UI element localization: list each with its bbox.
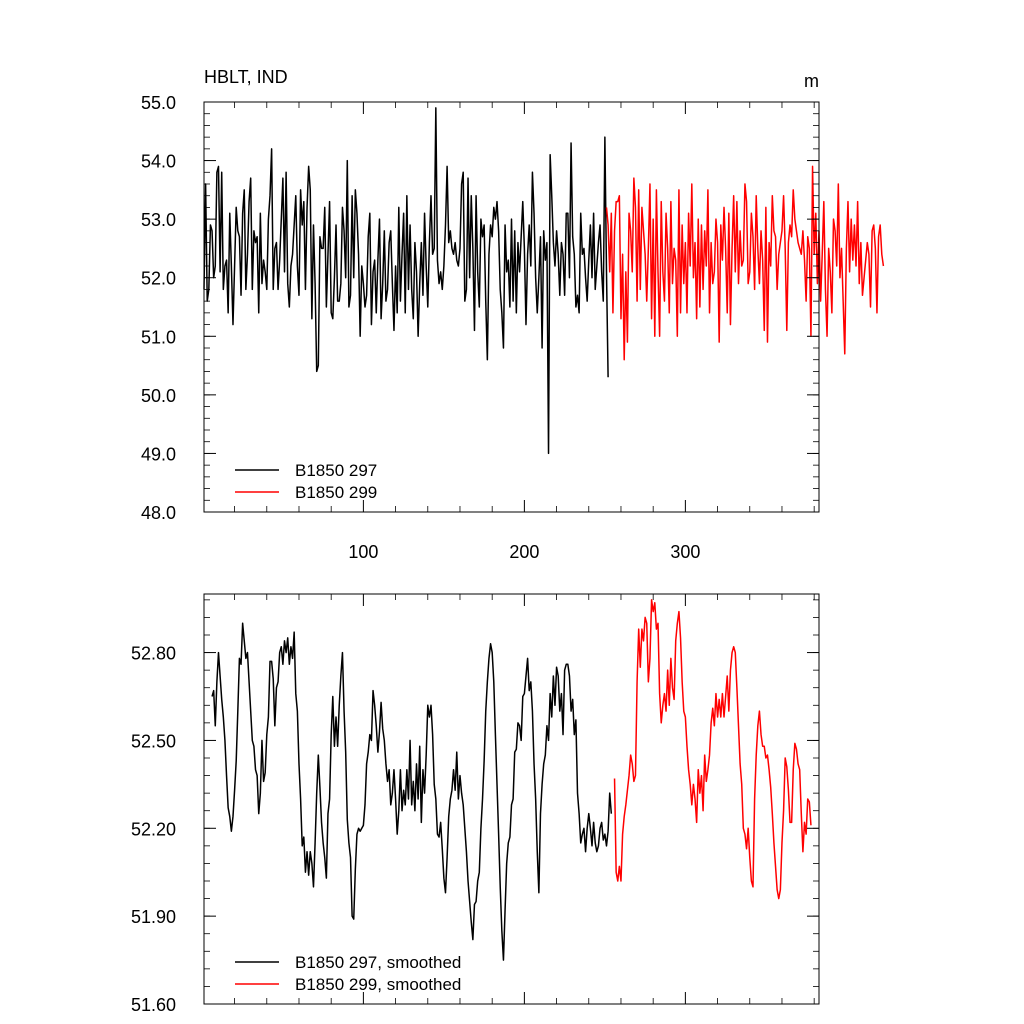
y-tick-label-top: 48.0 xyxy=(141,503,176,523)
series-line-bottom-2 xyxy=(613,599,812,900)
series-group-top xyxy=(203,107,885,455)
plot-frame-bottom xyxy=(203,593,820,1005)
legend-label-b1850-297-smoothed: B1850 297, smoothed xyxy=(295,953,461,972)
x-tick-label-top: 100 xyxy=(348,542,378,562)
plot-area-top: 48.0 49.0 50.0 51.0 52.0 53.0 54.0 55.0 100 200 30… xyxy=(141,93,885,562)
series-line-top-1 xyxy=(203,107,609,455)
x-tick-label-top: 200 xyxy=(509,542,539,562)
x-tick-label-top: 300 xyxy=(670,542,700,562)
tick-group-top: 48.0 49.0 50.0 51.0 52.0 53.0 54.0 55.0 100 200 30… xyxy=(141,93,819,562)
y-tick-label-bottom: 51.90 xyxy=(131,907,176,927)
y-tick-label-top: 53.0 xyxy=(141,210,176,230)
plot-frame-top xyxy=(203,101,820,513)
series-line-top-2 xyxy=(605,165,885,361)
y-tick-label-top: 54.0 xyxy=(141,152,176,172)
y-tick-label-top: 51.0 xyxy=(141,327,176,347)
y-tick-label-top: 49.0 xyxy=(141,444,176,464)
y-tick-label-bottom: 52.50 xyxy=(131,731,176,751)
legend-label-b1850-299-smoothed: B1850 299, smoothed xyxy=(295,975,461,994)
units-label: m xyxy=(804,71,819,91)
legend-label-b1850-299: B1850 299 xyxy=(295,483,377,502)
plot-area-bottom: 51.60 51.90 52.20 52.50 52.80 xyxy=(131,593,820,1015)
y-tick-label-bottom: 51.60 xyxy=(131,995,176,1015)
series-group-bottom xyxy=(211,599,812,961)
y-tick-label-bottom: 52.20 xyxy=(131,819,176,839)
chart-title: HBLT, IND xyxy=(204,67,288,87)
legend-label-b1850-297: B1850 297 xyxy=(295,461,377,480)
y-tick-label-top: 55.0 xyxy=(141,93,176,113)
y-tick-label-bottom: 52.80 xyxy=(131,644,176,664)
y-tick-label-top: 52.0 xyxy=(141,269,176,289)
legend-bottom: B1850 297, smoothed B1850 299, smoothed xyxy=(235,953,461,994)
y-tick-label-top: 50.0 xyxy=(141,386,176,406)
tick-group-bottom: 51.60 51.90 52.20 52.50 52.80 xyxy=(131,594,819,1015)
series-line-bottom-1 xyxy=(211,622,613,961)
panel-hblt-smoothed: 51.60 51.90 52.20 52.50 52.80 B1850 297, smo… xyxy=(131,593,820,1015)
panel-hblt-raw: HBLT, IND m 48.0 49.0 50.0 51.0 52.0 53.0 54.0… xyxy=(141,67,885,562)
legend-top: B1850 297 B1850 299 xyxy=(235,461,377,502)
